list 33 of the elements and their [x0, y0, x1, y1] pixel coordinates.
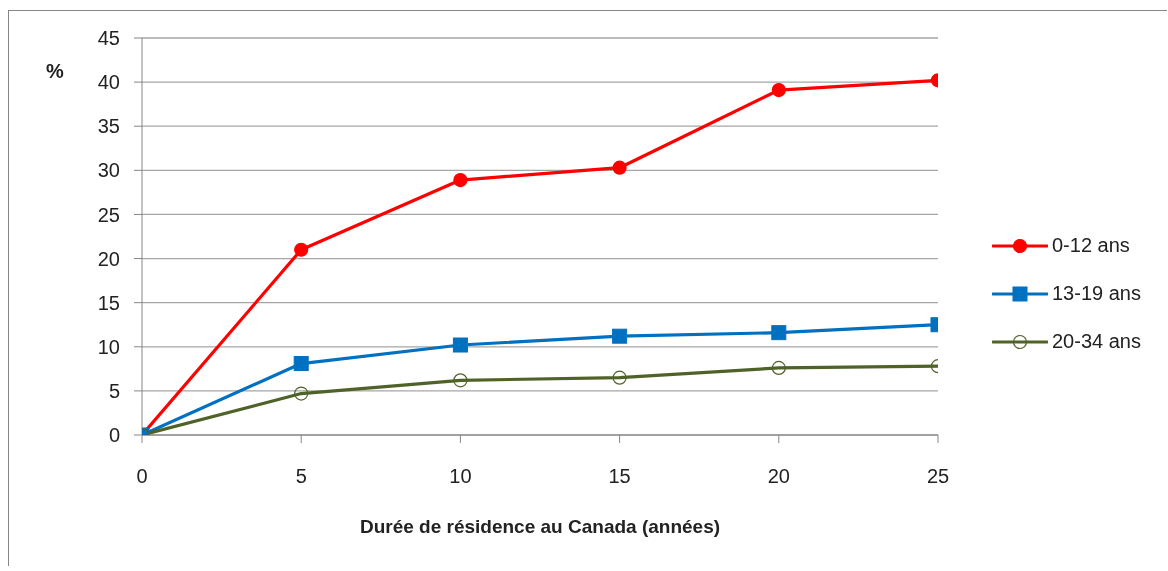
x-tick-label: 20 [767, 465, 790, 488]
y-axis-title: % [46, 60, 65, 82]
x-tick-label: 5 [295, 465, 307, 488]
legend-label: 20-34 ans [1052, 330, 1141, 353]
x-tick-label: 25 [926, 465, 950, 488]
x-tick-label: 0 [136, 465, 148, 488]
point [293, 356, 309, 372]
y-tick-label: 20 [97, 247, 120, 270]
point [294, 242, 309, 257]
y-tick-label: 0 [108, 424, 120, 447]
x-tick-label: 10 [449, 465, 472, 488]
point [453, 172, 468, 188]
point [294, 386, 309, 401]
point [771, 82, 786, 98]
legend-label: 13-19 ans [1052, 282, 1141, 305]
y-tick-label: 45 [97, 27, 120, 50]
point [771, 325, 787, 341]
point [612, 328, 628, 344]
point [612, 160, 627, 175]
point [612, 370, 627, 385]
y-tick-label: 40 [97, 71, 120, 94]
y-tick-label: 25 [97, 203, 120, 226]
x-axis-title: Durée de résidence au Canada (années) [359, 516, 721, 537]
point [453, 373, 468, 388]
point [452, 337, 468, 353]
y-tick-label: 5 [108, 379, 120, 402]
y-tick-label: 35 [97, 115, 120, 138]
point [771, 360, 786, 376]
y-tick-label: 10 [97, 335, 120, 358]
y-tick-label: 30 [97, 159, 120, 182]
legend-label: 0-12 ans [1052, 234, 1130, 257]
y-tick-label: 15 [97, 291, 120, 314]
x-tick-label: 15 [608, 465, 631, 488]
